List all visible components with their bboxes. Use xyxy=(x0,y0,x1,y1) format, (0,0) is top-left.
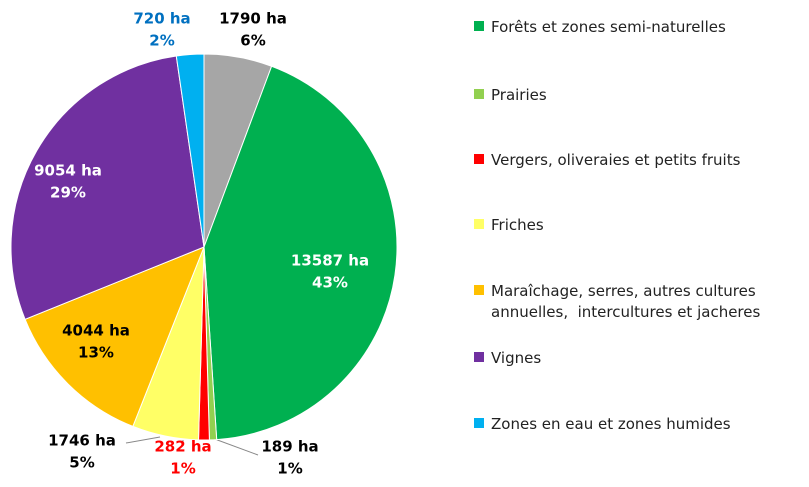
legend-entry: Prairies xyxy=(474,85,809,106)
percent-label: 13% xyxy=(78,344,114,362)
legend-swatch xyxy=(474,89,484,99)
data-label: 4044 ha xyxy=(62,322,130,340)
percent-label: 43% xyxy=(312,274,348,292)
legend-entry: Zones en eau et zones humides xyxy=(474,414,809,435)
data-label: 1746 ha xyxy=(48,432,116,450)
legend-entry: Forêts et zones semi-naturelles xyxy=(474,17,809,38)
percent-label: 6% xyxy=(240,32,265,50)
legend-label: Vignes xyxy=(491,349,542,367)
legend-label: Vergers, oliveraies et petits fruits xyxy=(491,151,741,169)
pie-slice xyxy=(24,246,205,428)
legend-entry: Maraîchage, serres, autres cultures annu… xyxy=(474,281,809,323)
legend-swatch xyxy=(474,219,484,229)
data-label: 1790 ha xyxy=(219,10,287,28)
percent-label: 29% xyxy=(50,184,86,202)
leader-line xyxy=(125,436,161,444)
legend-entry: Vignes xyxy=(474,348,809,369)
legend-label: Prairies xyxy=(491,86,547,104)
data-label: 13587 ha xyxy=(291,252,369,270)
legend-entry: Vergers, oliveraies et petits fruits xyxy=(474,150,809,171)
legend-swatch xyxy=(474,154,484,164)
legend-label: Maraîchage, serres, autres cultures annu… xyxy=(491,282,761,321)
legend-label: Forêts et zones semi-naturelles xyxy=(491,18,726,36)
data-label: 720 ha xyxy=(133,10,190,28)
percent-label: 2% xyxy=(149,32,174,50)
legend-label: Zones en eau et zones humides xyxy=(491,415,731,433)
legend-swatch xyxy=(474,352,484,362)
legend-swatch xyxy=(474,21,484,31)
data-label: 9054 ha xyxy=(34,162,102,180)
percent-label: 1% xyxy=(277,460,302,478)
pie-slice xyxy=(203,65,398,441)
leader-lines xyxy=(125,436,259,456)
legend-swatch xyxy=(474,285,484,295)
data-label: 282 ha xyxy=(154,438,211,456)
legend-label: Friches xyxy=(491,216,544,234)
data-label: 189 ha xyxy=(261,438,318,456)
percent-label: 1% xyxy=(170,460,195,478)
pie-slice xyxy=(175,53,205,248)
legend-entry: Friches xyxy=(474,215,809,236)
legend-swatch xyxy=(474,418,484,428)
percent-label: 5% xyxy=(69,454,94,472)
pie-slice xyxy=(10,55,205,320)
leader-line xyxy=(211,437,259,456)
slices xyxy=(10,53,398,441)
